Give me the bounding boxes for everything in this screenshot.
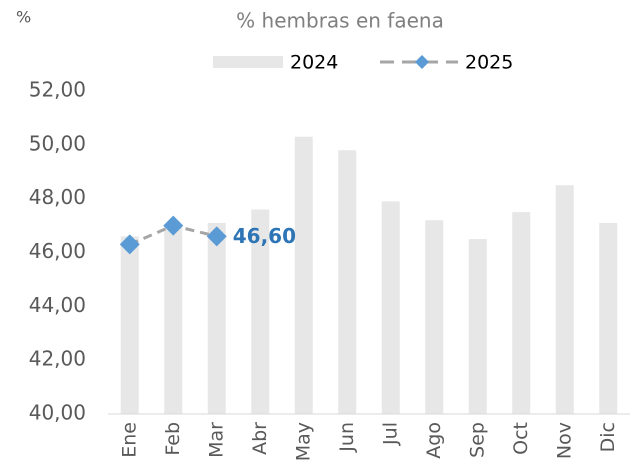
x-tick-label: Feb <box>162 422 184 456</box>
x-tick-label: Abr <box>249 422 271 455</box>
bar <box>425 220 444 414</box>
x-tick-label: Ago <box>423 422 445 459</box>
marker <box>119 234 140 255</box>
bar <box>164 225 183 414</box>
y-tick-label: 44,00 <box>29 293 86 317</box>
bar <box>120 236 139 414</box>
bar <box>381 201 400 414</box>
y-tick-label: 48,00 <box>29 185 86 209</box>
bar <box>251 209 270 414</box>
x-tick-label: Nov <box>553 422 575 459</box>
marker <box>163 215 184 236</box>
y-tick-label: 50,00 <box>29 131 86 155</box>
legend-marker <box>415 55 429 69</box>
bar <box>468 239 487 414</box>
bar <box>294 136 313 414</box>
legend-swatch <box>213 56 283 68</box>
x-tick-label: Dic <box>597 422 619 452</box>
y-tick-label: 46,00 <box>29 239 86 263</box>
x-tick-label: May <box>292 422 314 461</box>
bar <box>555 185 574 414</box>
bar <box>512 212 531 414</box>
legend-label: 2025 <box>465 52 513 74</box>
x-tick-label: Oct <box>510 422 532 455</box>
y-tick-label: 42,00 <box>29 347 86 371</box>
x-tick-label: Sep <box>466 422 488 458</box>
bar <box>599 222 618 414</box>
bar <box>207 222 226 414</box>
data-label: 46,60 <box>233 224 296 248</box>
chart-title: % hembras en faena <box>236 9 444 33</box>
y-tick-label: 52,00 <box>29 78 86 102</box>
bar <box>338 150 357 414</box>
y-tick-label: 40,00 <box>29 401 86 425</box>
x-tick-label: Ene <box>118 422 140 458</box>
y-axis-label: % <box>16 8 31 27</box>
x-tick-label: Jun <box>336 422 358 453</box>
x-tick-label: Mar <box>205 422 227 458</box>
x-tick-label: Jul <box>379 422 401 446</box>
legend-label: 2024 <box>290 52 338 74</box>
marker <box>206 226 227 247</box>
